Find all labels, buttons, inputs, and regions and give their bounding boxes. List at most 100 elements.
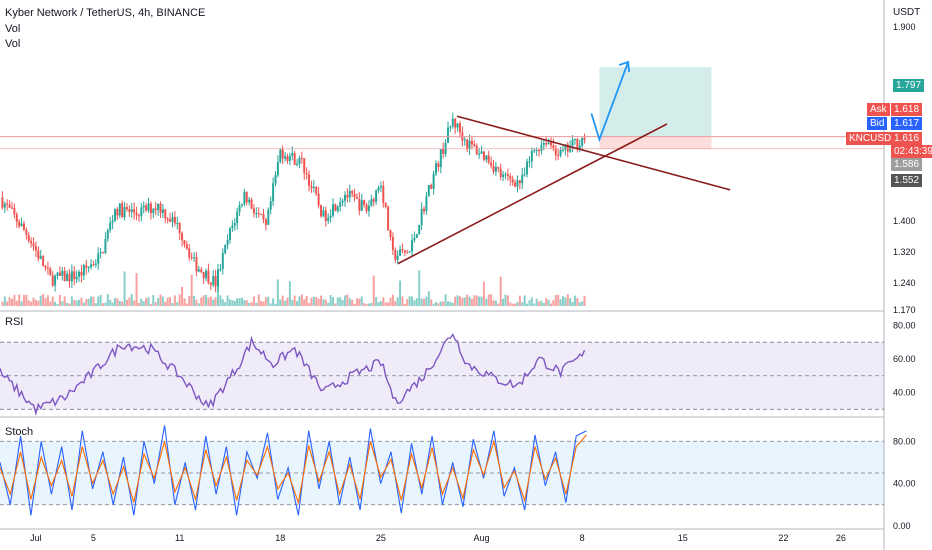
candle-body xyxy=(358,198,361,211)
candle-body xyxy=(58,272,61,276)
volume-bar xyxy=(286,297,289,306)
candle-body xyxy=(557,155,560,157)
volume-bar xyxy=(437,303,440,306)
candle-body xyxy=(566,144,569,152)
volume-bar xyxy=(92,296,95,306)
candle-body xyxy=(269,201,272,210)
candle-body xyxy=(255,213,258,215)
volume-bar xyxy=(475,295,478,306)
volume-bar xyxy=(506,295,509,306)
candle-body xyxy=(320,205,323,217)
trendline xyxy=(397,123,668,265)
candle-body xyxy=(116,209,119,216)
volume-bar xyxy=(324,299,327,306)
candle-body xyxy=(157,203,160,211)
volume-label: Vol xyxy=(5,23,21,35)
volume-bar xyxy=(511,303,514,306)
volume-bar xyxy=(341,299,344,306)
volume-bar xyxy=(550,303,553,306)
candle-body xyxy=(121,203,124,218)
candle-body xyxy=(233,223,236,226)
volume-bar xyxy=(161,296,164,306)
candle-body xyxy=(581,137,584,146)
volume-bar xyxy=(497,303,500,306)
volume-bar xyxy=(226,295,229,306)
projection-arrow xyxy=(590,61,629,143)
candle-body xyxy=(200,269,203,272)
candle-body xyxy=(118,203,121,216)
candle-body xyxy=(224,244,227,254)
volume-bar xyxy=(34,300,37,306)
candle-body xyxy=(125,207,128,210)
candle-body xyxy=(205,270,208,279)
volume-bar xyxy=(123,271,126,306)
volume-bar xyxy=(305,296,308,306)
volume-bar xyxy=(300,294,303,306)
candle-body xyxy=(389,230,392,238)
candle-body xyxy=(214,275,217,287)
volume-bar xyxy=(257,294,260,306)
candle-body xyxy=(550,142,553,146)
volume-bar xyxy=(255,302,258,306)
candle-body xyxy=(221,253,224,269)
candle-body xyxy=(250,199,253,209)
volume-bar xyxy=(94,303,97,306)
volume-bar xyxy=(181,286,184,306)
candle-body xyxy=(379,185,382,188)
volume-bar xyxy=(30,301,33,306)
volume-bar xyxy=(106,294,109,306)
volume-bar xyxy=(109,299,112,306)
volume-bar xyxy=(183,298,186,306)
volume-bar xyxy=(449,301,452,306)
time-tick-label: 5 xyxy=(91,533,96,543)
volume-bar xyxy=(252,296,255,306)
candle-body xyxy=(391,237,394,250)
candle-body xyxy=(384,202,387,207)
candle-body xyxy=(219,268,222,270)
volume-bar xyxy=(552,300,555,306)
candle-body xyxy=(20,223,23,227)
candle-body xyxy=(478,153,481,155)
candle-body xyxy=(140,207,143,217)
volume-bar xyxy=(384,302,387,306)
candle-body xyxy=(15,214,18,222)
volume-bar xyxy=(221,299,224,306)
time-tick-label: 22 xyxy=(778,533,788,543)
candle-body xyxy=(288,155,291,161)
candle-body xyxy=(147,203,150,211)
candle-body xyxy=(46,267,49,269)
volume-bar xyxy=(470,298,473,306)
volume-bar xyxy=(42,294,45,306)
candle-body xyxy=(181,233,184,241)
candle-body xyxy=(226,239,229,245)
candle-body xyxy=(348,190,351,198)
candle-body xyxy=(451,118,454,127)
volume-bar xyxy=(430,299,433,306)
volume-bar xyxy=(581,301,584,306)
candle-body xyxy=(137,215,140,217)
volume-bar xyxy=(190,274,193,306)
candle-body xyxy=(78,271,81,277)
volume-bar xyxy=(538,301,541,306)
volume-bar xyxy=(399,280,402,306)
candle-body xyxy=(51,275,54,286)
candle-body xyxy=(66,273,69,282)
candle-body xyxy=(245,191,248,203)
candle-body xyxy=(145,205,148,211)
volume-bar xyxy=(22,294,25,306)
candle-body xyxy=(272,183,275,202)
candle-body xyxy=(331,204,334,216)
volume-bar xyxy=(442,301,445,306)
candle-body xyxy=(284,156,287,159)
candle-body xyxy=(161,209,164,214)
volume-bar xyxy=(298,296,301,306)
candle-body xyxy=(466,139,469,150)
time-tick-label: 11 xyxy=(175,533,184,543)
candle-body xyxy=(188,248,191,258)
candle-body xyxy=(207,270,210,284)
candle-body xyxy=(327,217,330,222)
candle-body xyxy=(444,142,447,154)
volume-bar xyxy=(379,301,382,306)
